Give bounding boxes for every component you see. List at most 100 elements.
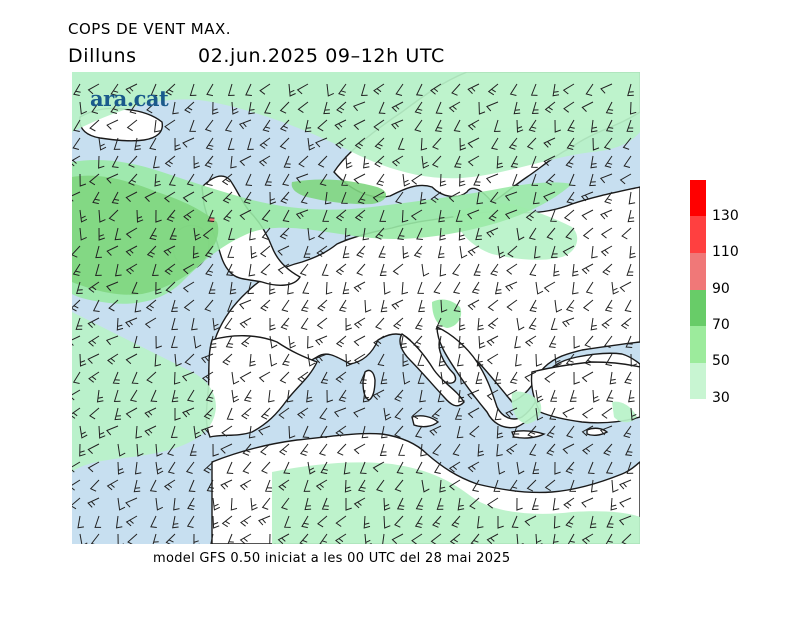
- wind-barb: [315, 137, 328, 148]
- wind-barb: [136, 443, 144, 457]
- wind-barb: [436, 497, 444, 510]
- wind-barb: [567, 533, 575, 544]
- wind-barb: [489, 191, 499, 204]
- wind-barb: [73, 83, 81, 96]
- wind-barb: [186, 515, 195, 528]
- wind-barb: [421, 263, 430, 277]
- wind-barb: [134, 299, 142, 313]
- wind-barb: [200, 425, 214, 436]
- wind-barb: [231, 371, 240, 385]
- wind-barb: [467, 389, 480, 400]
- wind-barb: [72, 335, 81, 346]
- wind-barb: [516, 533, 524, 544]
- wind-barb: [456, 353, 464, 367]
- wind-barb: [605, 353, 613, 367]
- wind-barbs: [72, 83, 638, 544]
- wind-barb: [416, 227, 423, 240]
- wind-barb: [168, 173, 176, 186]
- legend-swatch-30: [690, 363, 706, 399]
- wind-barb: [269, 533, 276, 544]
- wind-barb: [317, 227, 328, 240]
- wind-barb: [239, 533, 252, 544]
- wind-barb: [402, 353, 409, 367]
- wind-barb: [440, 299, 448, 313]
- wind-barb: [419, 191, 427, 205]
- wind-barb: [433, 281, 442, 294]
- wind-barb: [220, 443, 233, 454]
- wind-barb: [212, 443, 219, 457]
- wind-barb: [155, 443, 163, 457]
- wind-barb: [315, 479, 328, 491]
- wind-barb: [591, 245, 598, 259]
- wind-barb: [459, 371, 467, 385]
- wind-barb: [437, 389, 445, 403]
- wind-barb: [361, 425, 369, 439]
- wind-barb: [509, 83, 518, 96]
- wind-barb: [543, 155, 556, 166]
- wind-barb: [434, 461, 442, 474]
- wind-barb: [434, 119, 443, 132]
- wind-barb: [116, 317, 124, 331]
- wind-barb: [421, 155, 430, 169]
- wind-barb: [448, 461, 461, 473]
- wind-barb: [318, 443, 328, 456]
- wind-barb: [401, 209, 409, 223]
- wind-barb: [418, 299, 425, 313]
- wind-barb: [543, 191, 556, 202]
- wind-barb: [402, 371, 411, 385]
- wind-barb: [342, 245, 350, 259]
- wind-barb: [508, 137, 518, 150]
- wind-barb: [186, 173, 195, 186]
- wind-barb: [550, 317, 558, 331]
- wind-barb: [212, 515, 220, 529]
- wind-barb: [135, 425, 142, 439]
- wind-barb: [169, 227, 177, 240]
- wind-barb: [391, 155, 404, 167]
- wind-barb: [383, 281, 391, 295]
- wind-barb: [391, 533, 404, 544]
- wind-barb: [546, 227, 556, 240]
- wind-barb: [544, 101, 556, 114]
- wind-barb: [323, 101, 330, 115]
- wind-barb: [125, 353, 138, 365]
- wind-barb: [363, 515, 371, 529]
- wind-barb: [448, 191, 461, 203]
- wind-barb: [239, 299, 252, 310]
- wind-barb: [193, 227, 202, 241]
- wind-barb: [338, 299, 347, 312]
- wind-barb: [260, 299, 271, 312]
- wind-barb: [476, 353, 484, 367]
- legend-swatch-110: [690, 216, 706, 253]
- wind-barb: [108, 209, 119, 222]
- wind-barb: [439, 173, 447, 187]
- wind-barb: [134, 461, 142, 475]
- wind-barb: [87, 317, 100, 328]
- wind-barb: [326, 389, 334, 403]
- wind-barb: [243, 191, 252, 204]
- wind-barb: [626, 263, 634, 276]
- wind-barb: [166, 209, 176, 222]
- date-label: 02.jun.2025 09–12h UTC: [198, 45, 445, 67]
- wind-barb: [249, 227, 256, 241]
- wind-barb: [552, 83, 560, 97]
- wind-barb: [326, 83, 335, 97]
- logo[interactable]: ara.cat: [90, 86, 169, 111]
- wind-barb: [212, 317, 221, 331]
- wind-barb: [527, 425, 537, 438]
- wind-barb: [296, 83, 309, 95]
- wind-barb: [144, 317, 157, 329]
- wind-barb: [544, 479, 556, 492]
- wind-barb: [414, 317, 423, 330]
- wind-barb: [604, 191, 613, 204]
- wind-barb: [509, 479, 518, 492]
- wind-barb: [125, 191, 138, 202]
- wind-barb: [448, 101, 461, 113]
- wind-barb: [245, 83, 252, 96]
- wind-barb: [535, 353, 543, 367]
- wind-barb: [171, 317, 178, 331]
- wind-barb: [603, 137, 613, 150]
- wind-barb: [283, 155, 291, 168]
- wind-barb: [552, 533, 559, 544]
- wind-barb: [112, 371, 120, 384]
- wind-barb: [601, 407, 613, 419]
